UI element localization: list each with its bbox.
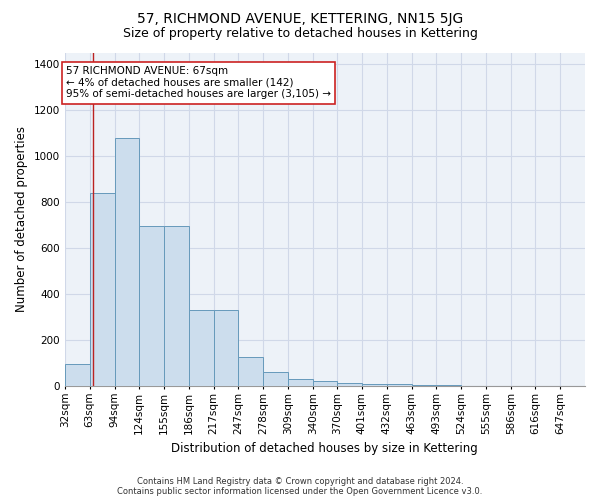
Bar bbox=[313, 382, 337, 386]
Bar bbox=[263, 372, 288, 386]
Bar bbox=[89, 193, 115, 386]
Bar bbox=[214, 310, 238, 386]
Text: Size of property relative to detached houses in Kettering: Size of property relative to detached ho… bbox=[122, 28, 478, 40]
Text: Contains HM Land Registry data © Crown copyright and database right 2024.
Contai: Contains HM Land Registry data © Crown c… bbox=[118, 476, 482, 496]
Bar bbox=[288, 379, 313, 386]
Bar bbox=[337, 382, 362, 386]
Bar bbox=[164, 226, 189, 386]
Bar bbox=[362, 384, 387, 386]
Bar bbox=[65, 364, 89, 386]
Bar bbox=[115, 138, 139, 386]
Bar bbox=[238, 357, 263, 386]
Bar bbox=[189, 310, 214, 386]
X-axis label: Distribution of detached houses by size in Kettering: Distribution of detached houses by size … bbox=[172, 442, 478, 455]
Bar bbox=[139, 226, 164, 386]
Text: 57 RICHMOND AVENUE: 67sqm
← 4% of detached houses are smaller (142)
95% of semi-: 57 RICHMOND AVENUE: 67sqm ← 4% of detach… bbox=[66, 66, 331, 100]
Bar bbox=[387, 384, 412, 386]
Y-axis label: Number of detached properties: Number of detached properties bbox=[15, 126, 28, 312]
Text: 57, RICHMOND AVENUE, KETTERING, NN15 5JG: 57, RICHMOND AVENUE, KETTERING, NN15 5JG bbox=[137, 12, 463, 26]
Bar bbox=[412, 385, 436, 386]
